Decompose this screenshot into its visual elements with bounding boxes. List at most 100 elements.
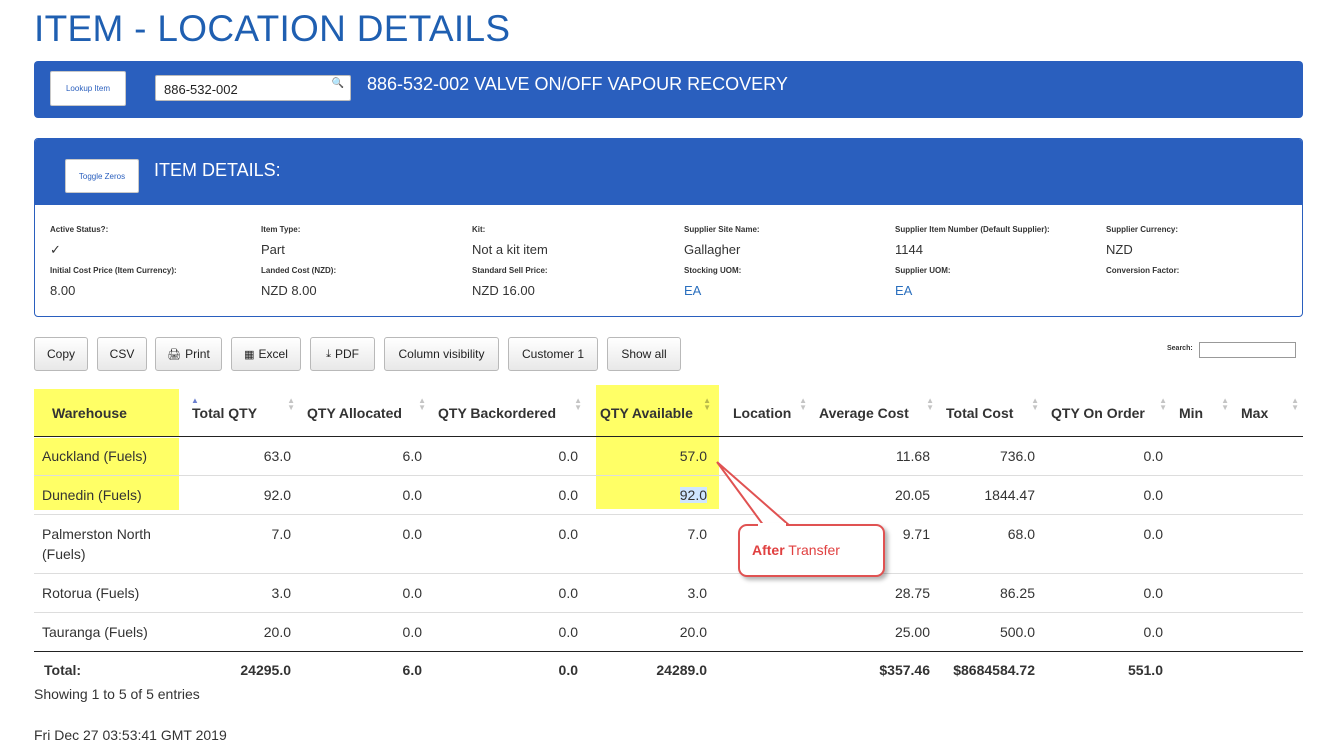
item-details-header: Toggle Zeros ITEM DETAILS: (35, 139, 1302, 205)
cell-min (1171, 513, 1233, 573)
col-qty-available[interactable]: QTY Available ▲ ▼ (586, 385, 715, 437)
sort-icon: ▲ ▼ (1291, 396, 1299, 412)
callout-tail (716, 461, 793, 527)
total-location (715, 650, 811, 689)
table-row: Dunedin (Fuels) 92.0 0.0 0.0 92.0 20.05 … (34, 474, 1303, 514)
cell-max (1233, 572, 1303, 612)
table-search-input[interactable] (1199, 342, 1296, 358)
cell-qty-available: 92.0 (586, 474, 715, 514)
cell-warehouse: Tauranga (Fuels) (34, 611, 184, 651)
cell-qty-available: 7.0 (586, 513, 715, 573)
col-total-qty[interactable]: Total QTY ▲ ▼ (184, 385, 299, 437)
pdf-button[interactable]: ⤓ PDF (310, 337, 375, 371)
sort-icon: ▲ ▼ (418, 396, 426, 412)
cell-location (715, 435, 811, 475)
cell-qty-backordered: 0.0 (430, 611, 586, 651)
col-min-label: Min (1179, 404, 1204, 421)
cell-warehouse: Dunedin (Fuels) (34, 474, 184, 514)
col-qty-allocated-label: QTY Allocated (307, 404, 402, 421)
entries-info: Showing 1 to 5 of 5 entries (34, 686, 200, 702)
col-warehouse[interactable]: Warehouse ▲ (34, 385, 199, 437)
col-location-label: Location (733, 404, 792, 421)
col-qty-allocated[interactable]: QTY Allocated ▲ ▼ (299, 385, 430, 437)
search-icon[interactable]: 🔍 (331, 78, 344, 89)
cell-min (1171, 474, 1233, 514)
cell-qty-allocated: 0.0 (299, 572, 430, 612)
field-label: Landed Cost (NZD): (261, 266, 337, 275)
item-details-heading: ITEM DETAILS: (154, 160, 281, 180)
callout-seam (758, 523, 786, 527)
col-average-cost[interactable]: Average Cost ▲ ▼ (811, 385, 938, 437)
field-supplier-uom: Supplier UOM: EA (895, 266, 1095, 298)
cell-qty-allocated: 0.0 (299, 474, 430, 514)
excel-button[interactable]: ▦ Excel (231, 337, 301, 371)
col-qty-backordered[interactable]: QTY Backordered ▲ ▼ (430, 385, 586, 437)
cell-qty-available: 57.0 (586, 435, 715, 475)
selected-value: 92.0 (679, 486, 707, 503)
customer-label: Customer 1 (521, 347, 585, 361)
field-value: NZD 8.00 (261, 283, 317, 298)
customer-button[interactable]: Customer 1 (508, 337, 598, 371)
column-visibility-button[interactable]: Column visibility (384, 337, 499, 371)
csv-label: CSV (109, 347, 135, 361)
print-button[interactable]: 🖨 Print (155, 337, 222, 371)
field-label: Standard Sell Price: (472, 266, 548, 275)
cell-warehouse: Palmerston North (Fuels) (34, 513, 184, 573)
lookup-panel: Lookup Item 🔍 886-532-002 VALVE ON/OFF V… (34, 61, 1303, 118)
sort-icon: ▲ ▼ (703, 396, 711, 412)
col-total-cost[interactable]: Total Cost ▲ ▼ (938, 385, 1043, 437)
col-min[interactable]: Min ▲ ▼ (1171, 385, 1233, 437)
col-warehouse-label: Warehouse (52, 404, 127, 421)
col-location[interactable]: Location ▲ ▼ (715, 385, 811, 437)
col-qty-on-order[interactable]: QTY On Order ▲ ▼ (1043, 385, 1171, 437)
col-qty-backordered-label: QTY Backordered (438, 404, 557, 421)
sort-icon: ▲ ▼ (1221, 396, 1229, 412)
field-label: Active Status?: (50, 225, 109, 234)
col-max[interactable]: Max ▲ ▼ (1233, 385, 1303, 437)
csv-button[interactable]: CSV (97, 337, 147, 371)
total-average-cost: $357.46 (811, 650, 938, 689)
cell-total-qty: 3.0 (184, 572, 299, 612)
item-title: 886-532-002 VALVE ON/OFF VAPOUR RECOVERY (367, 74, 788, 94)
copy-label: Copy (46, 347, 75, 361)
col-qty-on-order-label: QTY On Order (1051, 404, 1145, 421)
item-search-input[interactable] (156, 76, 326, 100)
toggle-zeros-button[interactable]: Toggle Zeros (65, 159, 139, 193)
cell-qty-allocated: 0.0 (299, 611, 430, 651)
field-value: 8.00 (50, 283, 76, 298)
cell-total-qty: 63.0 (184, 435, 299, 475)
field-supplier-item-number: Supplier Item Number (Default Supplier):… (895, 225, 1095, 257)
total-qty-on-order: 551.0 (1043, 650, 1171, 689)
stocking-uom-link[interactable]: EA (684, 283, 702, 298)
supplier-uom-link[interactable]: EA (895, 283, 913, 298)
timestamp: Fri Dec 27 03:53:41 GMT 2019 (34, 727, 227, 743)
field-conversion-factor: Conversion Factor: (1106, 266, 1302, 283)
lookup-item-button[interactable]: Lookup Item (50, 71, 126, 106)
cell-total-cost: 86.25 (938, 572, 1043, 612)
cell-total-cost: 68.0 (938, 513, 1043, 573)
cell-warehouse: Rotorua (Fuels) (34, 572, 184, 612)
cell-warehouse: Auckland (Fuels) (34, 435, 184, 475)
copy-button[interactable]: Copy (34, 337, 88, 371)
col-max-label: Max (1241, 404, 1269, 421)
cell-location (715, 572, 811, 612)
cell-qty-on-order: 0.0 (1043, 572, 1171, 612)
cell-qty-on-order: 0.0 (1043, 435, 1171, 475)
total-total-qty: 24295.0 (184, 650, 299, 689)
show-all-button[interactable]: Show all (607, 337, 681, 371)
field-item-type: Item Type: Part (261, 225, 461, 257)
totals-row: Total: 24295.0 6.0 0.0 24289.0 $357.46 $… (34, 650, 1303, 689)
cell-min (1171, 435, 1233, 475)
cell-qty-backordered: 0.0 (430, 513, 586, 573)
cell-qty-on-order: 0.0 (1043, 513, 1171, 573)
cell-qty-backordered: 0.0 (430, 474, 586, 514)
field-value: ✓ (50, 242, 61, 257)
pdf-label: PDF (334, 347, 359, 361)
cell-max (1233, 611, 1303, 651)
table-header-row: Warehouse ▲ Total QTY ▲ ▼ QTY Allocated ▲ ▼ Q… (34, 385, 1303, 437)
field-label: Supplier UOM: (895, 266, 951, 275)
cell-average-cost: 20.05 (811, 474, 938, 514)
field-label: Supplier Currency: (1106, 225, 1179, 234)
table-row: Tauranga (Fuels) 20.0 0.0 0.0 20.0 25.00… (34, 611, 1303, 651)
col-qty-available-label: QTY Available (600, 404, 693, 421)
